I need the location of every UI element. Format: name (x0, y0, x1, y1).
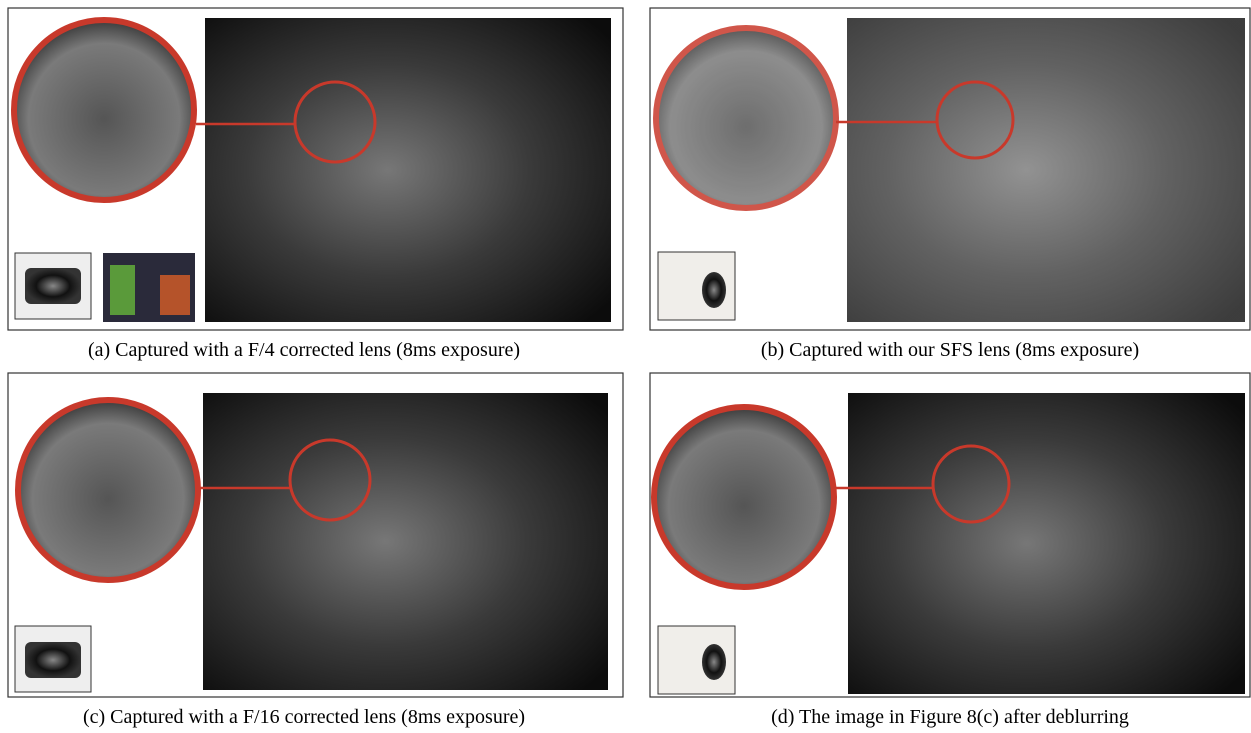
lens-icon (702, 272, 726, 308)
panel-b: (b) Captured with our SFS lens (8ms expo… (650, 8, 1250, 361)
color-figure (160, 275, 190, 315)
caption: (d) The image in Figure 8(c) after deblu… (771, 706, 1129, 728)
figure: (a) Captured with a F/4 corrected lens (… (0, 0, 1251, 733)
photo (847, 18, 1245, 322)
lens-icon (702, 644, 726, 680)
caption: (b) Captured with our SFS lens (8ms expo… (761, 339, 1139, 361)
color-figure (110, 265, 135, 315)
photo (203, 393, 608, 690)
panel-c: (c) Captured with a F/16 corrected lens … (8, 373, 623, 728)
lens-icon (25, 268, 81, 304)
magnified-inset (654, 407, 834, 587)
photo (848, 393, 1245, 694)
panel-d: (d) The image in Figure 8(c) after deblu… (650, 373, 1250, 728)
magnified-inset (14, 20, 194, 200)
panel-a: (a) Captured with a F/4 corrected lens (… (8, 8, 623, 361)
photo (205, 18, 611, 322)
caption: (c) Captured with a F/16 corrected lens … (83, 706, 525, 728)
magnified-inset (656, 28, 836, 208)
magnified-inset (18, 400, 198, 580)
lens-icon (25, 642, 81, 678)
caption: (a) Captured with a F/4 corrected lens (… (88, 339, 520, 361)
